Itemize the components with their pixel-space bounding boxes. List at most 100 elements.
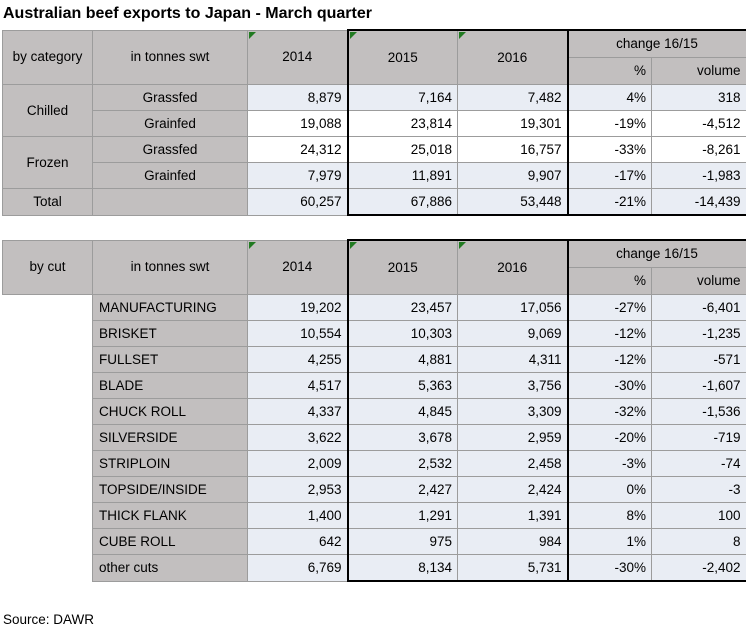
cell-2014: 10,554 (248, 321, 348, 347)
cell-pct: -27% (568, 295, 652, 321)
cell-2015: 23,814 (348, 111, 458, 137)
cell-2014: 3,622 (248, 425, 348, 451)
cell-2016: 2,424 (458, 477, 568, 503)
cell-2016: 9,907 (458, 163, 568, 189)
cell-volume: -2,402 (652, 555, 746, 582)
cell-pct: 1% (568, 529, 652, 555)
cell-2015: 7,164 (348, 85, 458, 111)
table-row: FULLSET 4,255 4,881 4,311 -12% -571 (3, 347, 746, 373)
header-2014: 2014 (248, 30, 348, 85)
cell-2014: 6,769 (248, 555, 348, 582)
green-corner-flag-icon (249, 32, 256, 39)
green-corner-flag-icon (350, 242, 357, 249)
spacer-cell (3, 555, 93, 582)
row-sublabel: Grassfed (93, 137, 248, 163)
table-spacer (0, 216, 746, 239)
cell-2014: 7,979 (248, 163, 348, 189)
cell-2015: 3,678 (348, 425, 458, 451)
header-2015: 2015 (348, 240, 458, 295)
cell-pct: -20% (568, 425, 652, 451)
header-2016: 2016 (458, 30, 568, 85)
cell-volume: -74 (652, 451, 746, 477)
cell-2016: 17,056 (458, 295, 568, 321)
cell-2015: 67,886 (348, 189, 458, 216)
header-2014: 2014 (248, 240, 348, 295)
cell-pct: -19% (568, 111, 652, 137)
spacer-cell (3, 347, 93, 373)
cell-pct: 4% (568, 85, 652, 111)
cell-2014: 8,879 (248, 85, 348, 111)
cell-2014: 60,257 (248, 189, 348, 216)
spacer-cell (3, 373, 93, 399)
cell-2016: 19,301 (458, 111, 568, 137)
row-label-cut: SILVERSIDE (93, 425, 248, 451)
spacer-cell (3, 321, 93, 347)
cell-2014: 19,088 (248, 111, 348, 137)
cell-pct: -30% (568, 555, 652, 582)
page-title: Australian beef exports to Japan - March… (3, 4, 746, 23)
by-category-table: by category in tonnes swt 2014 2015 2016… (2, 29, 746, 216)
header-by-cut: by cut (3, 240, 93, 295)
spreadsheet-page: Australian beef exports to Japan - March… (0, 4, 746, 627)
row-label-chilled: Chilled (3, 85, 93, 137)
table-row: CUBE ROLL 642 975 984 1% 8 (3, 529, 746, 555)
cell-pct: -21% (568, 189, 652, 216)
spacer-cell (3, 451, 93, 477)
header-volume: volume (652, 268, 746, 295)
cell-2016: 3,309 (458, 399, 568, 425)
spacer-cell (3, 295, 93, 321)
cell-2015: 8,134 (348, 555, 458, 582)
row-label-cut: THICK FLANK (93, 503, 248, 529)
cell-volume: -1,235 (652, 321, 746, 347)
row-label-cut: BLADE (93, 373, 248, 399)
header-2014-label: 2014 (282, 259, 312, 274)
cell-2014: 1,400 (248, 503, 348, 529)
header-unit: in tonnes swt (93, 240, 248, 295)
cell-2014: 24,312 (248, 137, 348, 163)
table-row: BRISKET 10,554 10,303 9,069 -12% -1,235 (3, 321, 746, 347)
cell-2016: 7,482 (458, 85, 568, 111)
green-corner-flag-icon (459, 32, 466, 39)
cell-volume: -719 (652, 425, 746, 451)
cell-pct: -33% (568, 137, 652, 163)
green-corner-flag-icon (459, 242, 466, 249)
row-sublabel: Grainfed (93, 163, 248, 189)
header-unit: in tonnes swt (93, 30, 248, 85)
header-pct: % (568, 268, 652, 295)
table-row: MANUFACTURING 19,202 23,457 17,056 -27% … (3, 295, 746, 321)
cell-pct: -12% (568, 321, 652, 347)
header-2014-label: 2014 (282, 49, 312, 64)
green-corner-flag-icon (249, 242, 256, 249)
header-pct: % (568, 58, 652, 85)
table-row-total: Total 60,257 67,886 53,448 -21% -14,439 (3, 189, 746, 216)
spacer-cell (3, 503, 93, 529)
cell-2015: 23,457 (348, 295, 458, 321)
cell-2016: 16,757 (458, 137, 568, 163)
cell-pct: 0% (568, 477, 652, 503)
table-row: Grainfed 7,979 11,891 9,907 -17% -1,983 (3, 163, 746, 189)
table-row: THICK FLANK 1,400 1,291 1,391 8% 100 (3, 503, 746, 529)
cell-volume: -8,261 (652, 137, 746, 163)
cell-2014: 642 (248, 529, 348, 555)
cell-volume: -6,401 (652, 295, 746, 321)
row-label-total: Total (3, 189, 93, 216)
cell-pct: -32% (568, 399, 652, 425)
cell-2015: 11,891 (348, 163, 458, 189)
row-sublabel: Grassfed (93, 85, 248, 111)
cell-2015: 2,532 (348, 451, 458, 477)
cell-2014: 4,255 (248, 347, 348, 373)
cell-volume: 318 (652, 85, 746, 111)
header-by-category: by category (3, 30, 93, 85)
cell-volume: 100 (652, 503, 746, 529)
table-row: CHUCK ROLL 4,337 4,845 3,309 -32% -1,536 (3, 399, 746, 425)
table-row: TOPSIDE/INSIDE 2,953 2,427 2,424 0% -3 (3, 477, 746, 503)
cell-2015: 1,291 (348, 503, 458, 529)
row-sublabel-empty (93, 189, 248, 216)
cell-2016: 2,959 (458, 425, 568, 451)
green-corner-flag-icon (350, 32, 357, 39)
cell-volume: -3 (652, 477, 746, 503)
row-label-cut: STRIPLOIN (93, 451, 248, 477)
row-sublabel: Grainfed (93, 111, 248, 137)
cell-2015: 4,845 (348, 399, 458, 425)
cell-2016: 53,448 (458, 189, 568, 216)
